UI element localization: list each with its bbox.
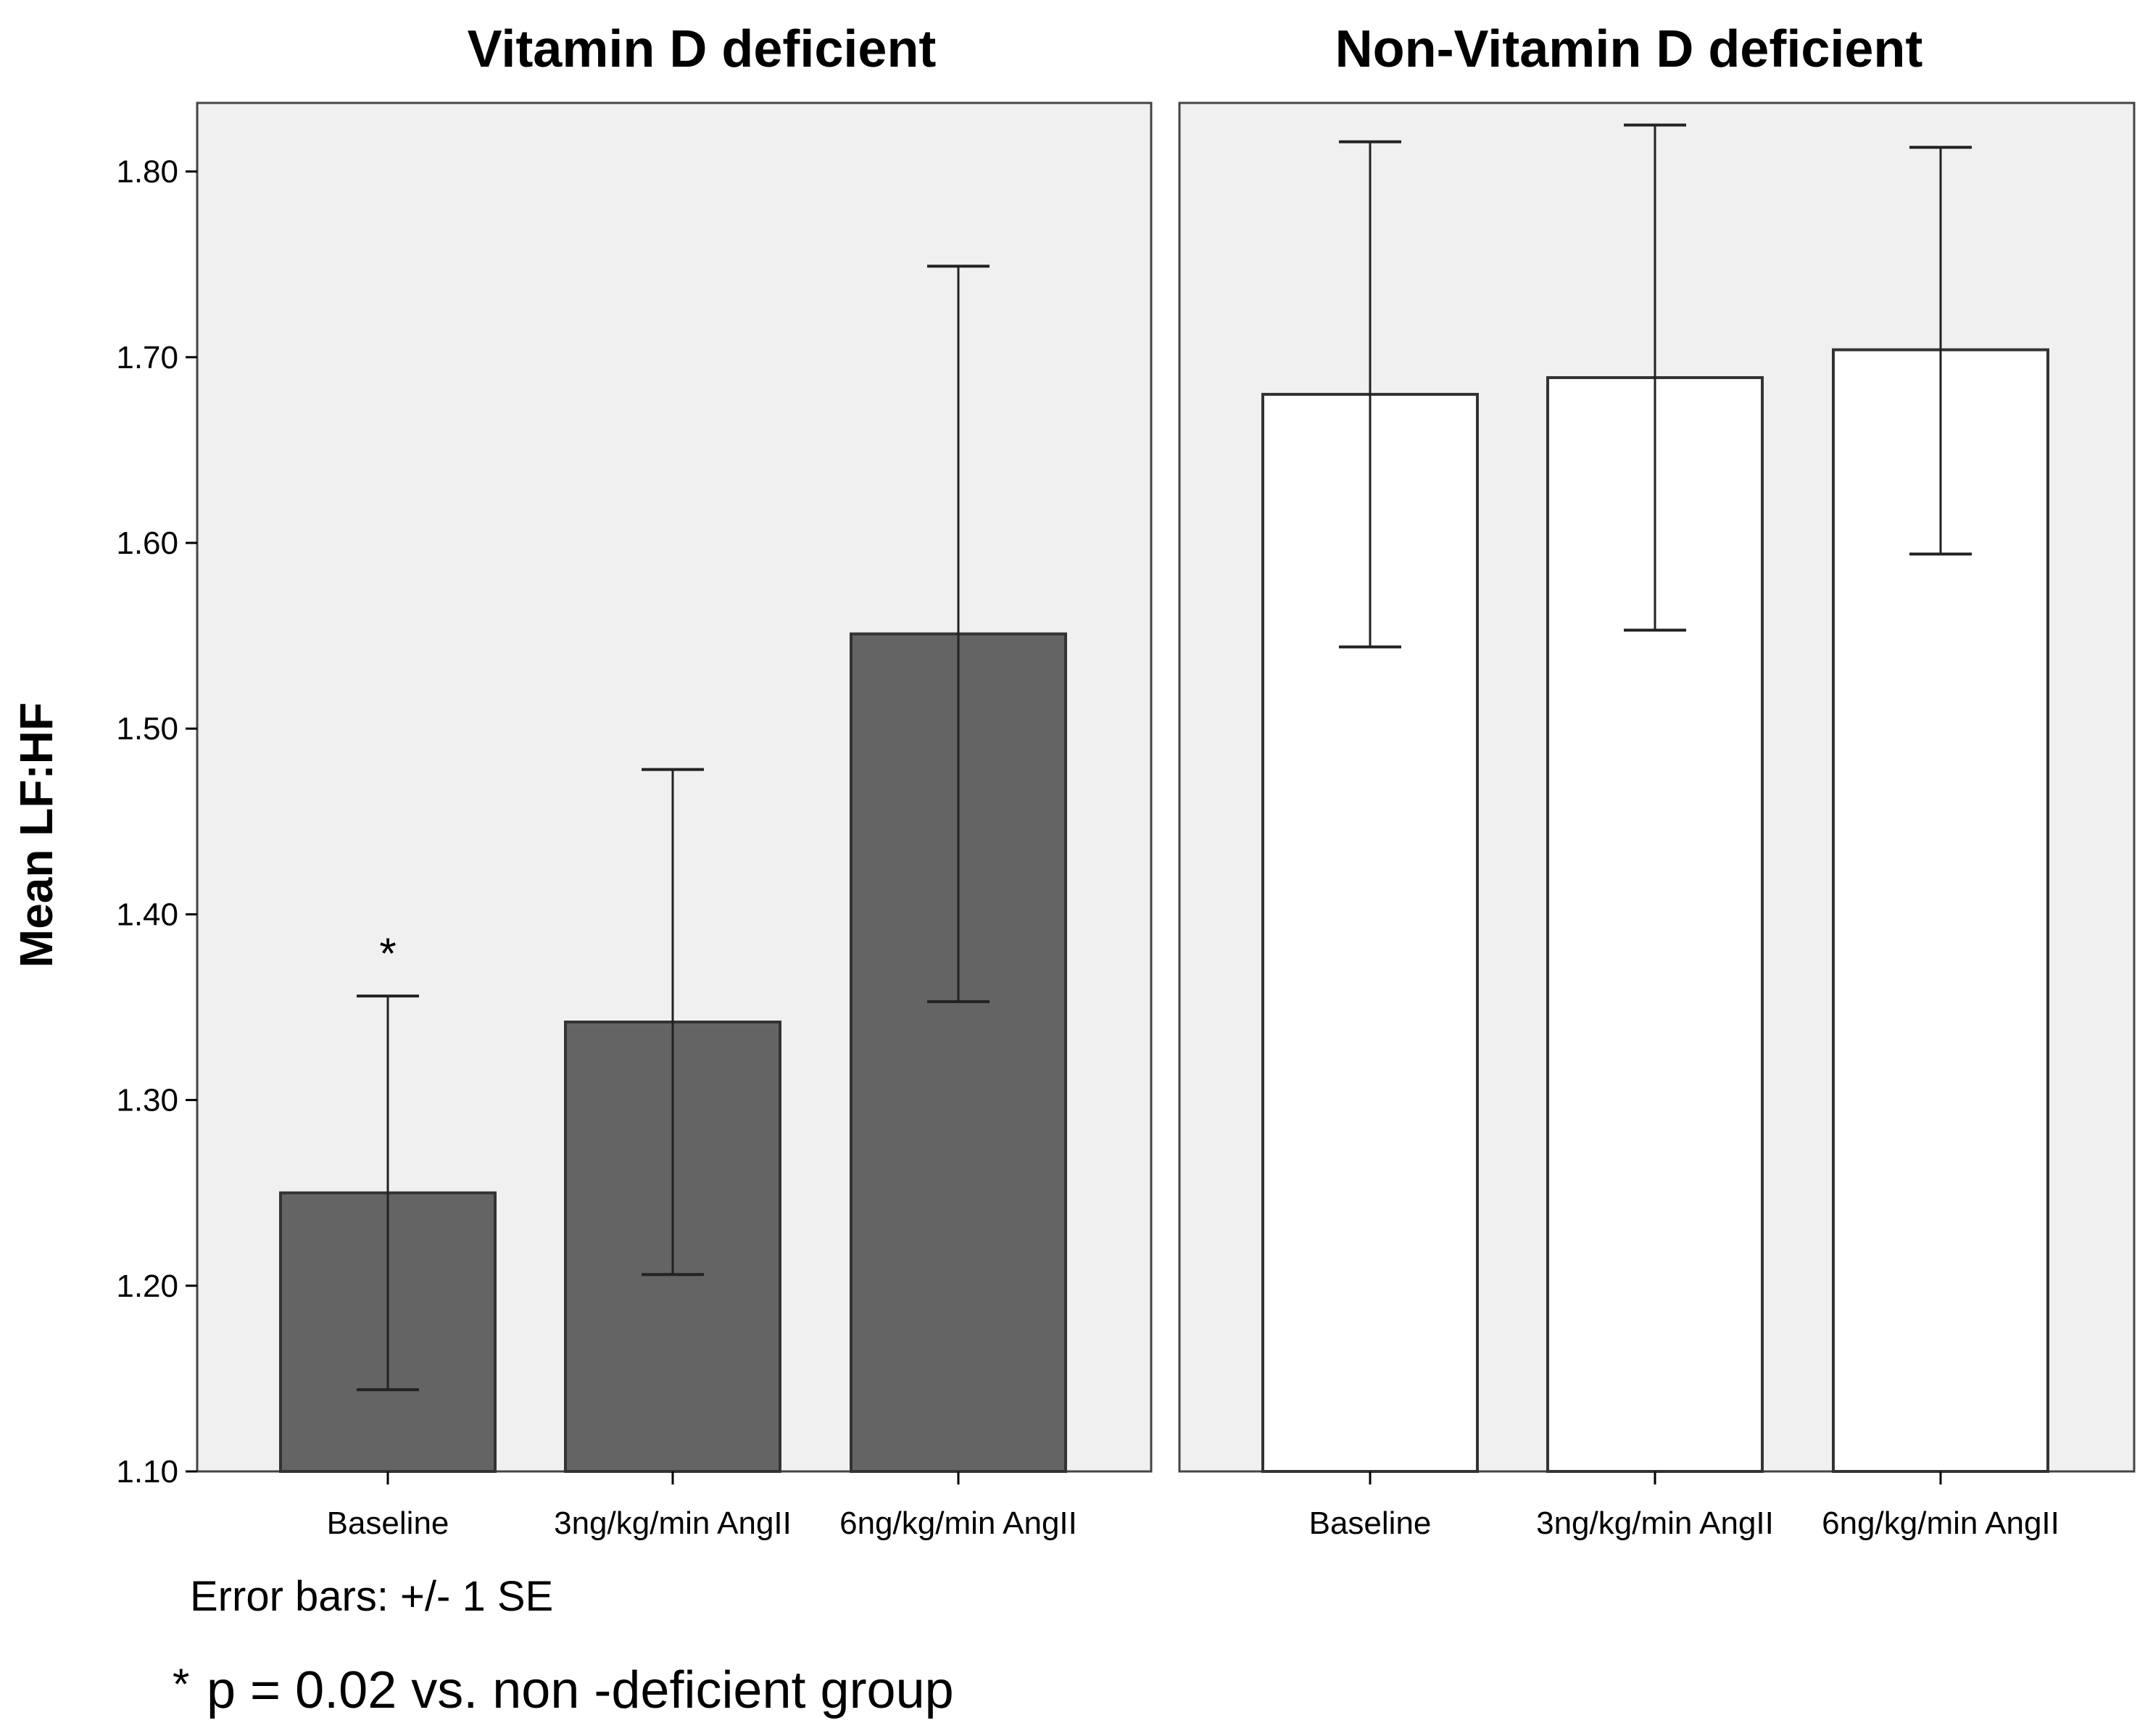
category-label: 3ng/kg/min AngII: [554, 1505, 792, 1541]
error-bar-note: Error bars: +/- 1 SE: [190, 1573, 553, 1620]
panel-title: Non-Vitamin D deficient: [1335, 20, 1923, 78]
footnote-symbol: *: [173, 1660, 189, 1708]
category-label: 3ng/kg/min AngII: [1536, 1505, 1774, 1541]
y-tick-label: 1.30: [116, 1083, 178, 1118]
y-tick-label: 1.40: [116, 897, 178, 932]
y-tick-label: 1.70: [116, 340, 178, 375]
panel-1: Vitamin D deficient 1.10 1.20 1.30 1.40 1.50 1…: [116, 20, 1153, 1541]
panels-layer: Vitamin D deficient 1.10 1.20 1.30 1.40 1.50 1…: [116, 20, 2136, 1541]
significance-marker: *: [379, 929, 396, 978]
y-tick-label: 1.20: [116, 1268, 178, 1304]
y-tick-label: 1.60: [116, 526, 178, 561]
category-label: 6ng/kg/min AngII: [1822, 1505, 2059, 1541]
y-tick-label: 1.50: [116, 711, 178, 747]
category-label: 6ng/kg/min AngII: [839, 1505, 1077, 1541]
panel-2: Non-Vitamin D deficient Baseline 3ng/kg/mi…: [1178, 20, 2136, 1541]
y-tick-label: 1.80: [116, 154, 178, 190]
category-label: Baseline: [1309, 1505, 1432, 1541]
y-axis-label: Mean LF:HF: [10, 702, 62, 968]
y-tick-label: 1.10: [116, 1454, 178, 1490]
panel-title: Vitamin D deficient: [468, 20, 937, 78]
footnote-text: p = 0.02 vs. non -deficient group: [207, 1661, 954, 1719]
category-label: Baseline: [327, 1505, 449, 1541]
